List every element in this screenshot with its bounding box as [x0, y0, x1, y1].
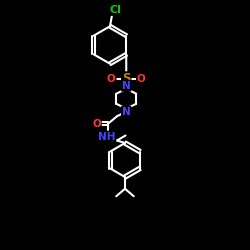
- Text: S: S: [122, 72, 130, 85]
- Text: Cl: Cl: [109, 5, 121, 15]
- Text: NH: NH: [98, 132, 116, 141]
- Text: O: O: [107, 74, 116, 84]
- Text: O: O: [137, 74, 146, 84]
- Text: N: N: [122, 107, 130, 117]
- Text: O: O: [92, 119, 101, 129]
- Text: N: N: [122, 81, 130, 91]
